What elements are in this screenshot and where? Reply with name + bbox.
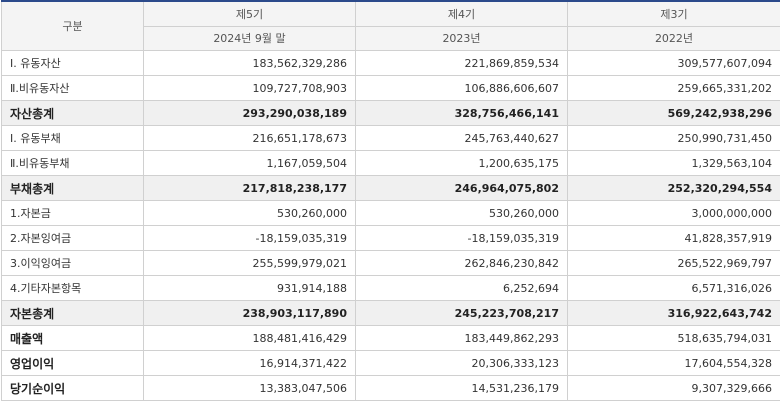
cell-value: 6,571,316,026 [567, 275, 780, 301]
row-label: 자본총계 [1, 300, 144, 326]
cell-value: 216,651,178,673 [143, 125, 356, 151]
row-label: 4.기타자본항목 [1, 275, 144, 301]
row-label: 자산총계 [1, 100, 144, 126]
cell-value: 1,329,563,104 [567, 150, 780, 176]
cell-value: 245,223,708,217 [355, 300, 568, 326]
row-noncurrent-liabilities: Ⅱ.비유동부채 1,167,059,504 1,200,635,175 1,32… [1, 150, 780, 176]
cell-value: 316,922,643,742 [567, 300, 780, 326]
cell-value: 20,306,333,123 [355, 350, 568, 376]
row-label: 3.이익잉여금 [1, 250, 144, 276]
cell-value: 9,307,329,666 [567, 375, 780, 401]
cell-value: 17,604,554,328 [567, 350, 780, 376]
row-retained-earnings: 3.이익잉여금 255,599,979,021 262,846,230,842 … [1, 250, 780, 276]
header-date-2: 2023년 [355, 25, 568, 51]
cell-value: 14,531,236,179 [355, 375, 568, 401]
row-noncurrent-assets: Ⅱ.비유동자산 109,727,708,903 106,886,606,607 … [1, 75, 780, 101]
cell-value: 530,260,000 [355, 200, 568, 226]
row-current-assets: Ⅰ. 유동자산 183,562,329,286 221,869,859,534 … [1, 50, 780, 76]
cell-value: 569,242,938,296 [567, 100, 780, 126]
cell-value: 1,167,059,504 [143, 150, 356, 176]
cell-value: 3,000,000,000 [567, 200, 780, 226]
header-category: 구분 [1, 0, 144, 51]
cell-value: 250,990,731,450 [567, 125, 780, 151]
cell-value: 106,886,606,607 [355, 75, 568, 101]
cell-value: 246,964,075,802 [355, 175, 568, 201]
row-current-liabilities: Ⅰ. 유동부채 216,651,178,673 245,763,440,627 … [1, 125, 780, 151]
header-period-3: 제3기 [567, 0, 780, 27]
row-total-liabilities: 부채총계 217,818,238,177 246,964,075,802 252… [1, 175, 780, 201]
row-total-equity: 자본총계 238,903,117,890 245,223,708,217 316… [1, 300, 780, 326]
row-label: 부채총계 [1, 175, 144, 201]
cell-value: 217,818,238,177 [143, 175, 356, 201]
row-capital-surplus: 2.자본잉여금 -18,159,035,319 -18,159,035,319 … [1, 225, 780, 251]
row-net-income: 당기순이익 13,383,047,506 14,531,236,179 9,30… [1, 375, 780, 401]
cell-value: -18,159,035,319 [143, 225, 356, 251]
cell-value: 188,481,416,429 [143, 325, 356, 351]
row-label: Ⅰ. 유동자산 [1, 50, 144, 76]
cell-value: 931,914,188 [143, 275, 356, 301]
header-date-3: 2022년 [567, 25, 780, 51]
cell-value: 41,828,357,919 [567, 225, 780, 251]
row-label: 당기순이익 [1, 375, 144, 401]
row-label: Ⅱ.비유동자산 [1, 75, 144, 101]
cell-value: 183,562,329,286 [143, 50, 356, 76]
cell-value: 265,522,969,797 [567, 250, 780, 276]
cell-value: 262,846,230,842 [355, 250, 568, 276]
cell-value: 518,635,794,031 [567, 325, 780, 351]
cell-value: 1,200,635,175 [355, 150, 568, 176]
row-label: 매출액 [1, 325, 144, 351]
row-other-capital: 4.기타자본항목 931,914,188 6,252,694 6,571,316… [1, 275, 780, 301]
cell-value: 255,599,979,021 [143, 250, 356, 276]
cell-value: 109,727,708,903 [143, 75, 356, 101]
cell-value: 309,577,607,094 [567, 50, 780, 76]
row-label: Ⅰ. 유동부채 [1, 125, 144, 151]
cell-value: 259,665,331,202 [567, 75, 780, 101]
row-label: Ⅱ.비유동부채 [1, 150, 144, 176]
cell-value: 183,449,862,293 [355, 325, 568, 351]
row-label: 1.자본금 [1, 200, 144, 226]
header-row-periods: 구분 제5기 제4기 제3기 [1, 0, 780, 51]
cell-value: 221,869,859,534 [355, 50, 568, 76]
row-label: 영업이익 [1, 350, 144, 376]
row-total-assets: 자산총계 293,290,038,189 328,756,466,141 569… [1, 100, 780, 126]
cell-value: 530,260,000 [143, 200, 356, 226]
row-capital-stock: 1.자본금 530,260,000 530,260,000 3,000,000,… [1, 200, 780, 226]
cell-value: 252,320,294,554 [567, 175, 780, 201]
cell-value: 16,914,371,422 [143, 350, 356, 376]
row-revenue: 매출액 188,481,416,429 183,449,862,293 518,… [1, 325, 780, 351]
row-label: 2.자본잉여금 [1, 225, 144, 251]
header-period-1: 제5기 [143, 0, 356, 27]
cell-value: 293,290,038,189 [143, 100, 356, 126]
header-date-1: 2024년 9월 말 [143, 25, 356, 51]
financial-summary-table: 구분 제5기 제4기 제3기 2024년 9월 말 2023년 2022년 Ⅰ.… [1, 0, 780, 401]
cell-value: -18,159,035,319 [355, 225, 568, 251]
header-row-dates: 2024년 9월 말 2023년 2022년 [2, 25, 780, 51]
cell-value: 238,903,117,890 [143, 300, 356, 326]
cell-value: 245,763,440,627 [355, 125, 568, 151]
header-period-2: 제4기 [355, 0, 568, 27]
cell-value: 13,383,047,506 [143, 375, 356, 401]
row-operating-income: 영업이익 16,914,371,422 20,306,333,123 17,60… [1, 350, 780, 376]
cell-value: 6,252,694 [355, 275, 568, 301]
cell-value: 328,756,466,141 [355, 100, 568, 126]
